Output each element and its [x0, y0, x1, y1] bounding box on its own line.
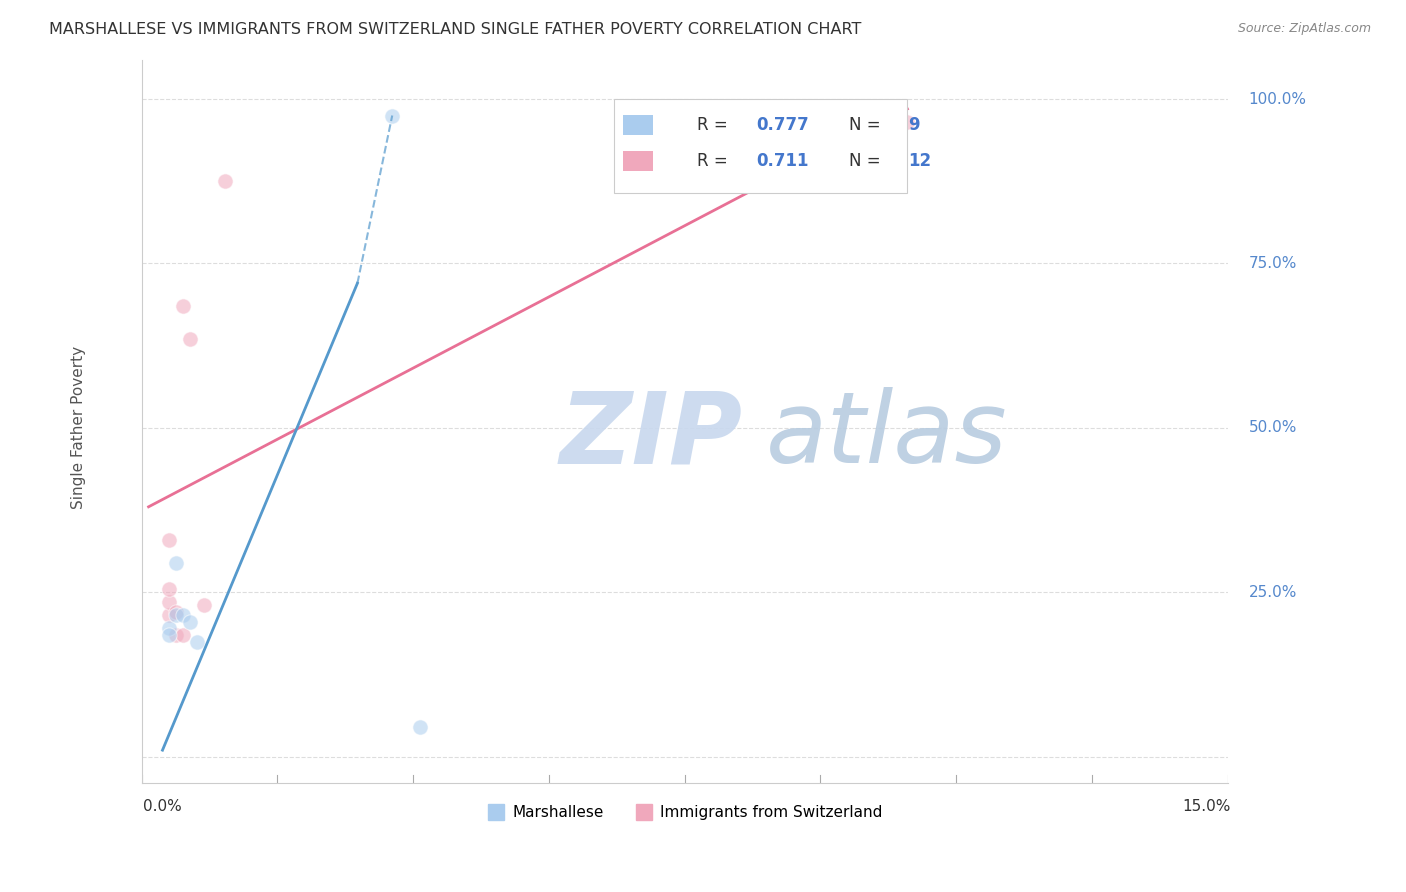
Point — [172, 608, 194, 623]
FancyBboxPatch shape — [623, 114, 654, 135]
Point — [186, 634, 208, 648]
Point — [214, 174, 236, 188]
Text: 50.0%: 50.0% — [1249, 420, 1296, 435]
Point — [179, 615, 201, 629]
Point — [165, 605, 187, 619]
Text: Source: ZipAtlas.com: Source: ZipAtlas.com — [1237, 22, 1371, 36]
Text: Single Father Poverty: Single Father Poverty — [72, 346, 86, 509]
Point — [165, 556, 187, 570]
Point — [159, 533, 181, 547]
Text: 25.0%: 25.0% — [1249, 585, 1296, 599]
FancyBboxPatch shape — [623, 151, 654, 171]
Text: MARSHALLESE VS IMMIGRANTS FROM SWITZERLAND SINGLE FATHER POVERTY CORRELATION CHA: MARSHALLESE VS IMMIGRANTS FROM SWITZERLA… — [49, 22, 862, 37]
Point — [165, 628, 187, 642]
Text: R =: R = — [696, 116, 733, 134]
Text: ZIP: ZIP — [560, 387, 742, 484]
Point — [179, 332, 201, 346]
Text: 12: 12 — [908, 152, 932, 169]
Text: 9: 9 — [908, 116, 920, 134]
Point — [159, 595, 181, 609]
Text: 0.777: 0.777 — [756, 116, 808, 134]
Point — [159, 608, 181, 623]
Point — [409, 720, 432, 734]
Point — [159, 582, 181, 596]
Point — [193, 599, 215, 613]
Point — [159, 622, 181, 636]
Point — [165, 608, 187, 623]
Text: N =: N = — [849, 116, 880, 134]
Point — [172, 299, 194, 313]
Text: R =: R = — [696, 152, 733, 169]
Text: atlas: atlas — [766, 387, 1008, 484]
Text: 0.0%: 0.0% — [143, 799, 181, 814]
Point — [172, 628, 194, 642]
Text: 100.0%: 100.0% — [1249, 92, 1306, 106]
FancyBboxPatch shape — [614, 99, 907, 194]
Point — [159, 628, 181, 642]
Text: 15.0%: 15.0% — [1182, 799, 1232, 814]
Text: 0.711: 0.711 — [756, 152, 808, 169]
Point — [381, 108, 404, 122]
Text: N =: N = — [849, 152, 880, 169]
Text: 75.0%: 75.0% — [1249, 256, 1296, 271]
Point — [896, 115, 918, 129]
Legend: Marshallese, Immigrants from Switzerland: Marshallese, Immigrants from Switzerland — [481, 799, 889, 826]
